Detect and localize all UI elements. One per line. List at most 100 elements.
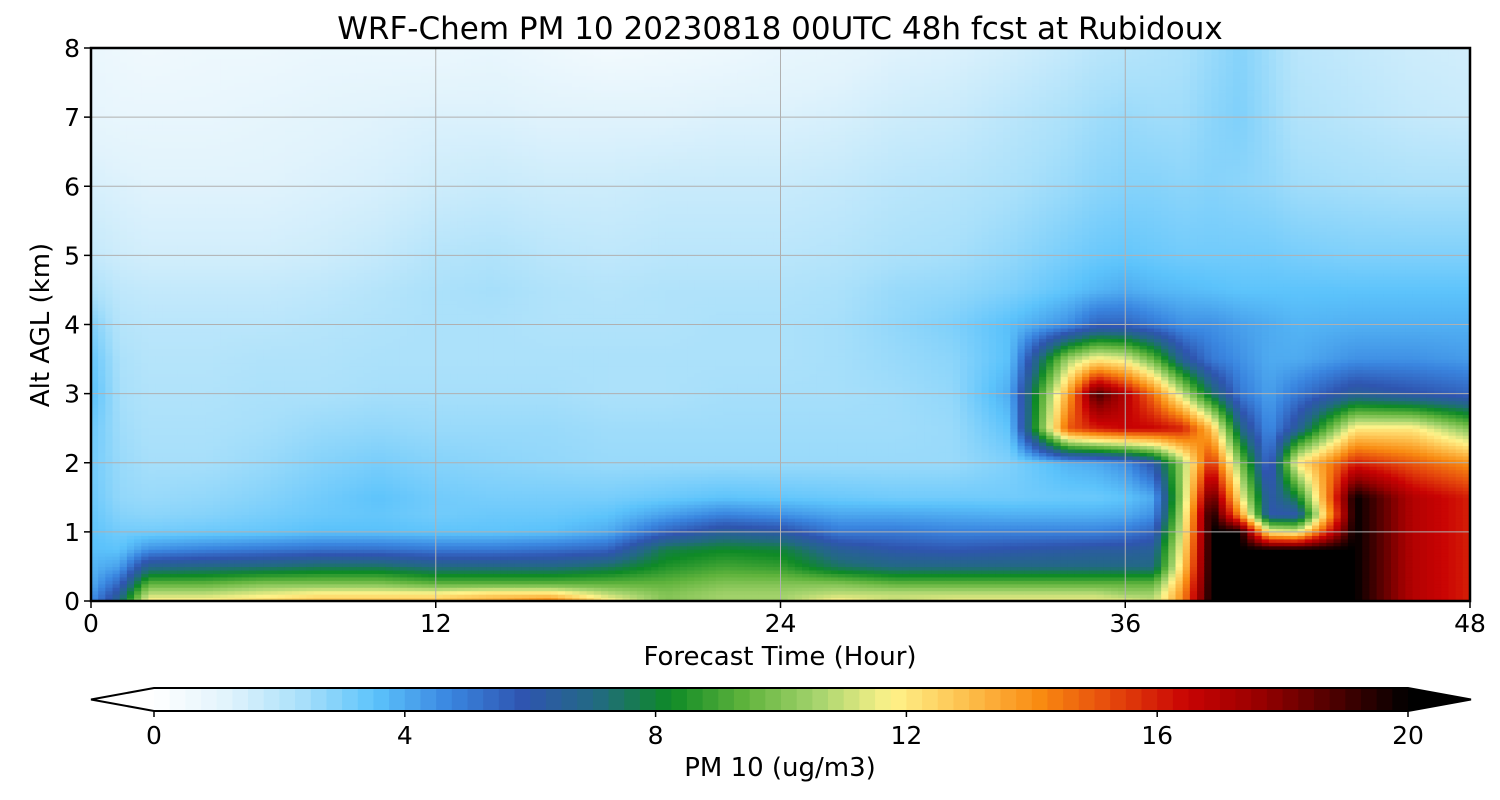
heatmap-cell	[134, 62, 142, 66]
heatmap-cell	[199, 439, 207, 443]
heatmap-cell	[98, 418, 106, 422]
heatmap-cell	[227, 179, 235, 183]
heatmap-cell	[249, 407, 257, 411]
heatmap-cell	[306, 511, 314, 515]
heatmap-cell	[278, 328, 286, 332]
heatmap-cell	[256, 190, 264, 194]
heatmap-cell	[192, 148, 200, 152]
heatmap-cell	[285, 214, 293, 218]
heatmap-cell	[242, 566, 250, 570]
heatmap-cell	[213, 380, 221, 384]
heatmap-cell	[242, 207, 250, 211]
heatmap-cell	[278, 186, 286, 190]
heatmap-cell	[278, 148, 286, 152]
heatmap-cell	[134, 573, 142, 577]
heatmap-cell	[192, 214, 200, 218]
heatmap-cell	[278, 152, 286, 156]
heatmap-cell	[299, 373, 307, 377]
heatmap-cell	[134, 214, 142, 218]
heatmap-cell	[141, 58, 149, 62]
heatmap-cell	[278, 93, 286, 97]
heatmap-cell	[170, 566, 178, 570]
heatmap-cell	[199, 473, 207, 477]
heatmap-cell	[292, 300, 300, 304]
heatmap-cell	[177, 518, 185, 522]
heatmap-cell	[263, 311, 271, 315]
heatmap-cell	[256, 501, 264, 505]
heatmap-cell	[292, 566, 300, 570]
heatmap-cell	[156, 190, 164, 194]
heatmap-cell	[206, 407, 214, 411]
heatmap-cell	[235, 504, 243, 508]
heatmap-cell	[148, 591, 156, 595]
heatmap-cell	[206, 411, 214, 415]
heatmap-cell	[235, 428, 243, 432]
heatmap-cell	[306, 563, 314, 567]
heatmap-cell	[134, 69, 142, 73]
heatmap-cell	[271, 172, 279, 176]
heatmap-cell	[98, 428, 106, 432]
heatmap-cell	[227, 563, 235, 567]
heatmap-cell	[170, 584, 178, 588]
heatmap-cell	[156, 318, 164, 322]
heatmap-cell	[213, 366, 221, 370]
heatmap-cell	[220, 162, 228, 166]
heatmap-cell	[249, 511, 257, 515]
heatmap-cell	[141, 394, 149, 398]
heatmap-cell	[306, 473, 314, 477]
heatmap-cell	[235, 325, 243, 329]
heatmap-cell	[256, 283, 264, 287]
heatmap-cell	[227, 428, 235, 432]
heatmap-cell	[177, 93, 185, 97]
heatmap-cell	[134, 532, 142, 536]
heatmap-cell	[306, 190, 314, 194]
heatmap-cell	[292, 152, 300, 156]
heatmap-cell	[120, 539, 128, 543]
heatmap-cell	[278, 131, 286, 135]
heatmap-cell	[156, 235, 164, 239]
heatmap-cell	[220, 380, 228, 384]
heatmap-cell	[120, 186, 128, 190]
heatmap-cell	[184, 204, 192, 208]
heatmap-cell	[148, 117, 156, 121]
heatmap-cell	[113, 235, 121, 239]
heatmap-cell	[306, 245, 314, 249]
heatmap-cell	[242, 411, 250, 415]
heatmap-cell	[292, 179, 300, 183]
heatmap-cell	[271, 107, 279, 111]
heatmap-cell	[148, 290, 156, 294]
heatmap-cell	[177, 297, 185, 301]
heatmap-cell	[141, 439, 149, 443]
heatmap-cell	[278, 439, 286, 443]
heatmap-cell	[105, 207, 113, 211]
heatmap-cell	[113, 566, 121, 570]
heatmap-cell	[113, 159, 121, 163]
heatmap-cell	[206, 300, 214, 304]
heatmap-cell	[249, 172, 257, 176]
heatmap-cell	[148, 439, 156, 443]
heatmap-cell	[235, 352, 243, 356]
heatmap-cell	[242, 159, 250, 163]
heatmap-cell	[206, 124, 214, 128]
heatmap-cell	[156, 577, 164, 581]
heatmap-cell	[271, 325, 279, 329]
heatmap-cell	[105, 93, 113, 97]
heatmap-cell	[113, 504, 121, 508]
heatmap-cell	[156, 435, 164, 439]
heatmap-cell	[299, 401, 307, 405]
heatmap-cell	[184, 407, 192, 411]
heatmap-cell	[299, 573, 307, 577]
heatmap-cell	[127, 235, 135, 239]
heatmap-cell	[227, 435, 235, 439]
heatmap-cell	[227, 152, 235, 156]
heatmap-cell	[263, 435, 271, 439]
heatmap-cell	[242, 522, 250, 526]
heatmap-cell	[170, 51, 178, 55]
heatmap-cell	[156, 283, 164, 287]
heatmap-cell	[177, 504, 185, 508]
heatmap-cell	[256, 124, 264, 128]
heatmap-cell	[299, 283, 307, 287]
heatmap-cell	[278, 373, 286, 377]
heatmap-cell	[242, 335, 250, 339]
heatmap-cell	[271, 504, 279, 508]
